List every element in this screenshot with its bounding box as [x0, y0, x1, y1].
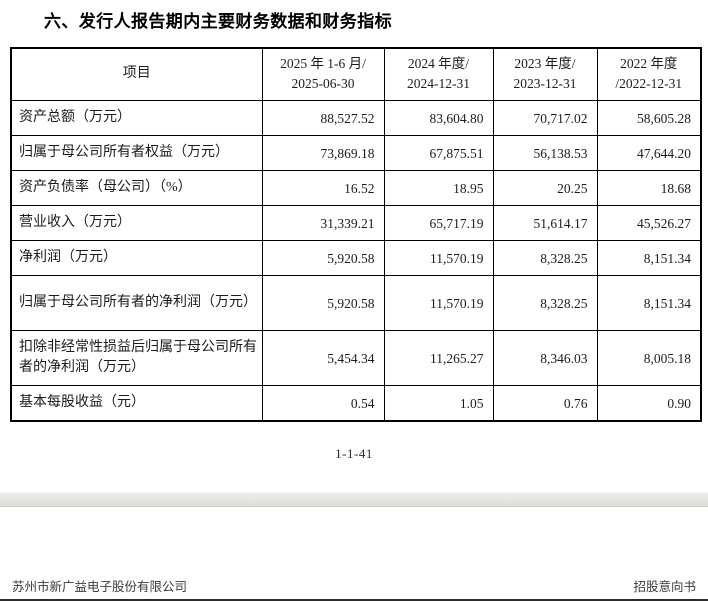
table-header: 项目 2025 年 1-6 月/ 2025-06-30 2024 年度/ 202… [10, 47, 702, 101]
document-page-2: 苏州市新广益电子股份有限公司 招股意向书 [0, 507, 708, 601]
cell-value: 8,151.34 [596, 240, 702, 276]
page-separator [0, 492, 708, 507]
financial-data-table: 项目 2025 年 1-6 月/ 2025-06-30 2024 年度/ 202… [10, 47, 702, 422]
column-header-2023: 2023 年度/ 2023-12-31 [492, 47, 598, 101]
column-header-item: 项目 [10, 47, 263, 101]
column-header-2022: 2022 年度 /2022-12-31 [596, 47, 702, 101]
cell-value: 11,570.19 [383, 240, 494, 276]
cell-value: 58,605.28 [596, 100, 702, 136]
table-row: 归属于母公司所有者的净利润（万元） 5,920.58 11,570.19 8,328.… [10, 275, 702, 331]
cell-value: 47,644.20 [596, 135, 702, 171]
row-label: 资产总额（万元） [10, 100, 263, 136]
cell-value: 65,717.19 [383, 205, 494, 241]
document-running-header: 苏州市新广益电子股份有限公司 招股意向书 [0, 567, 708, 601]
cell-value: 16.52 [261, 170, 385, 206]
cell-value: 11,570.19 [383, 275, 494, 331]
cell-value: 0.54 [261, 385, 385, 422]
cell-value: 70,717.02 [492, 100, 598, 136]
cell-value: 88,527.52 [261, 100, 385, 136]
cell-value: 18.95 [383, 170, 494, 206]
page-number: 1-1-41 [335, 446, 373, 461]
table-row: 基本每股收益（元） 0.54 1.05 0.76 0.90 [10, 385, 702, 422]
table-row: 净利润（万元） 5,920.58 11,570.19 8,328.25 8,151.34 [10, 240, 702, 276]
cell-value: 83,604.80 [383, 100, 494, 136]
footer-document-type: 招股意向书 [633, 580, 696, 594]
cell-value: 8,151.34 [596, 275, 702, 331]
cell-value: 1.05 [383, 385, 494, 422]
row-label: 资产负债率（母公司）（%） [10, 170, 263, 206]
column-header-2024-line2: 2024-12-31 [407, 76, 470, 91]
row-label: 归属于母公司所有者的净利润（万元） [10, 275, 263, 331]
column-header-2022-line2: /2022-12-31 [615, 76, 683, 91]
row-label: 净利润（万元） [10, 240, 263, 276]
cell-value: 0.90 [596, 385, 702, 422]
column-header-2024: 2024 年度/ 2024-12-31 [383, 47, 494, 101]
table-row: 资产负债率（母公司）（%） 16.52 18.95 20.25 18.68 [10, 170, 702, 206]
cell-value: 11,265.27 [383, 330, 494, 386]
table-body: 资产总额（万元） 88,527.52 83,604.80 70,717.02 58,60… [10, 100, 702, 422]
column-header-2025: 2025 年 1-6 月/ 2025-06-30 [261, 47, 385, 101]
column-header-item-line1: 项目 [122, 66, 151, 81]
footer-company-name: 苏州市新广益电子股份有限公司 [12, 580, 188, 594]
table-row: 资产总额（万元） 88,527.52 83,604.80 70,717.02 58,60… [10, 100, 702, 136]
cell-value: 8,328.25 [492, 275, 598, 331]
cell-value: 5,920.58 [261, 275, 385, 331]
cell-value: 5,454.34 [261, 330, 385, 386]
cell-value: 18.68 [596, 170, 702, 206]
column-header-2025-line1: 2025 年 1-6 月/ [280, 56, 366, 71]
page-title: 六、发行人报告期内主要财务数据和财务指标 [44, 12, 392, 31]
document-page-1: 六、发行人报告期内主要财务数据和财务指标 项目 2025 年 1-6 月/ 20… [0, 12, 708, 461]
row-label: 扣除非经常性损益后归属于母公司所有者的净利润（万元） [10, 330, 263, 386]
cell-value: 45,526.27 [596, 205, 702, 241]
cell-value: 5,920.58 [261, 240, 385, 276]
cell-value: 0.76 [492, 385, 598, 422]
cell-value: 67,875.51 [383, 135, 494, 171]
cell-value: 8,005.18 [596, 330, 702, 386]
table-row: 扣除非经常性损益后归属于母公司所有者的净利润（万元） 5,454.34 11,265… [10, 330, 702, 386]
cell-value: 56,138.53 [492, 135, 598, 171]
table-row: 营业收入（万元） 31,339.21 65,717.19 51,614.17 45,52… [10, 205, 702, 241]
cell-value: 73,869.18 [261, 135, 385, 171]
table-row: 归属于母公司所有者权益（万元） 73,869.18 67,875.51 56,138.… [10, 135, 702, 171]
table-header-row: 项目 2025 年 1-6 月/ 2025-06-30 2024 年度/ 202… [10, 47, 702, 101]
column-header-2025-line2: 2025-06-30 [291, 76, 355, 91]
row-label: 营业收入（万元） [10, 205, 263, 241]
column-header-2022-line1: 2022 年度 [620, 56, 678, 71]
financial-table-container: 项目 2025 年 1-6 月/ 2025-06-30 2024 年度/ 202… [0, 33, 708, 422]
row-label: 归属于母公司所有者权益（万元） [10, 135, 263, 171]
cell-value: 31,339.21 [261, 205, 385, 241]
cell-value: 20.25 [492, 170, 598, 206]
row-label: 基本每股收益（元） [10, 385, 263, 422]
cell-value: 8,328.25 [492, 240, 598, 276]
column-header-2024-line1: 2024 年度/ [407, 56, 470, 71]
cell-value: 8,346.03 [492, 330, 598, 386]
cell-value: 51,614.17 [492, 205, 598, 241]
column-header-2023-line1: 2023 年度/ [514, 56, 576, 71]
column-header-2023-line2: 2023-12-31 [513, 76, 577, 91]
